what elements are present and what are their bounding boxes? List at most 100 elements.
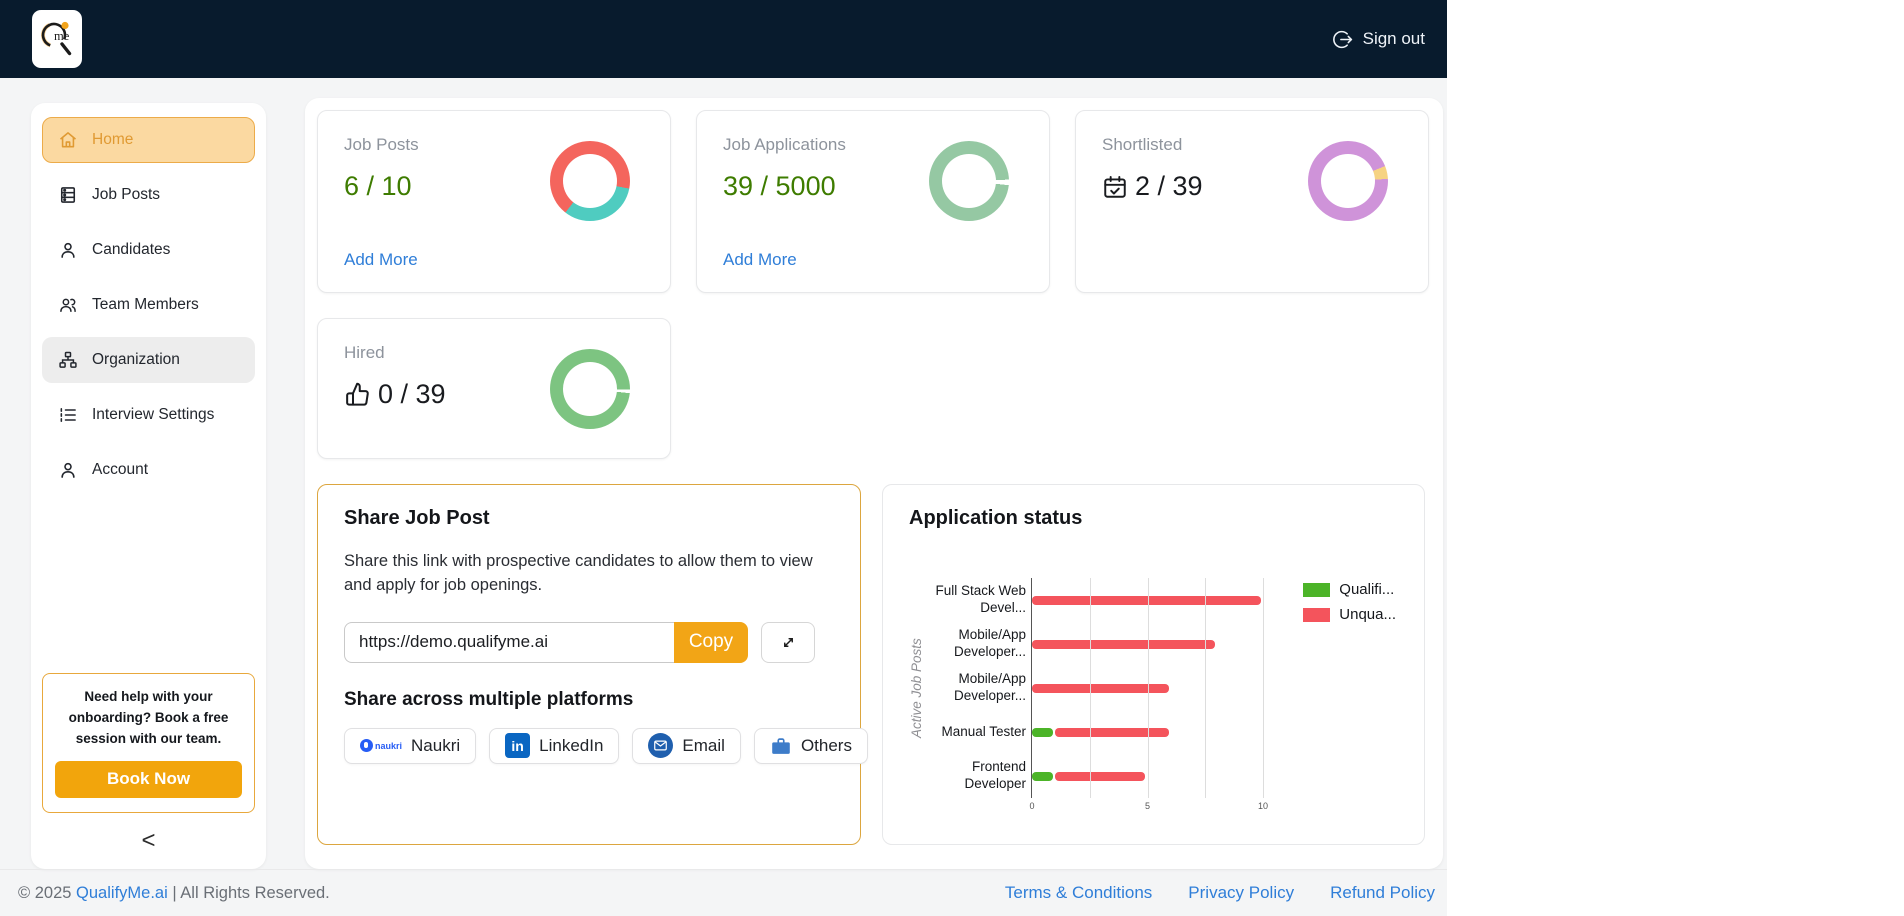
footer: © 2025 QualifyMe.ai | All Rights Reserve… <box>0 869 1447 916</box>
diagonal-expand-icon <box>783 637 793 647</box>
chart-gridline <box>1089 578 1091 798</box>
platform-label: LinkedIn <box>539 735 604 755</box>
footer-links: Terms & Conditions Privacy Policy Refund… <box>1005 883 1435 903</box>
chart-category-label: Full Stack Web Devel... <box>935 583 1026 615</box>
chart-gridline <box>1205 578 1207 798</box>
sidebar-item-job-posts[interactable]: Job Posts <box>42 172 255 218</box>
share-naukri-button[interactable]: naukri Naukri <box>344 727 477 764</box>
stat-card-job-posts: Job Posts 6 / 10 Add More <box>317 110 671 293</box>
sign-out-button[interactable]: Sign out <box>1332 29 1425 50</box>
share-card-title: Share Job Post <box>344 507 490 529</box>
bottom-row: Share Job Post Share this link with pros… <box>317 484 1431 845</box>
chart-bar-row <box>1032 710 1263 754</box>
sidebar-item-home[interactable]: Home <box>42 117 255 163</box>
x-tick-label: 10 <box>1257 801 1269 811</box>
legend-label: Qualifi... <box>1339 581 1395 598</box>
sidebar-item-team-members[interactable]: Team Members <box>42 282 255 328</box>
brand-link[interactable]: QualifyMe.ai <box>76 883 168 902</box>
briefcase-icon <box>772 738 790 754</box>
chart-title: Application status <box>909 507 1083 529</box>
sidebar: Home Job Posts Candidates <box>31 103 266 869</box>
chart-bar-row <box>1032 578 1263 622</box>
magnifier-logo-icon: me <box>41 21 72 56</box>
copyright-text: © 2025 QualifyMe.ai | All Rights Reserve… <box>18 883 330 902</box>
terms-link[interactable]: Terms & Conditions <box>1004 883 1153 902</box>
thumbs-up-icon <box>346 382 369 406</box>
sidebar-item-label: Home <box>92 131 134 148</box>
bar-segment-unqualified <box>1055 771 1146 781</box>
stat-value: 0 / 39 <box>344 379 644 410</box>
stat-title: Hired <box>344 343 385 362</box>
qualifyme-logo[interactable]: me <box>32 10 82 68</box>
share-linkedin-button[interactable]: in LinkedIn <box>489 727 620 764</box>
share-card-description: Share this link with prospective candida… <box>344 552 813 594</box>
stat-card-shortlisted: Shortlisted 2 / 39 <box>1075 110 1429 293</box>
chart-category-label: Manual Tester <box>941 723 1026 739</box>
stat-value-text: 2 / 39 <box>1135 171 1203 201</box>
stat-value-text: 0 / 39 <box>378 379 446 409</box>
sidebar-item-label: Candidates <box>92 241 171 258</box>
sidebar-item-label: Job Posts <box>92 186 161 203</box>
sidebar-collapse-chevron[interactable]: < <box>141 827 156 854</box>
top-navbar: me Sign out <box>0 0 1447 78</box>
chart-categories: Full Stack Web Devel... Mobile/App Develo… <box>927 578 1031 798</box>
stat-card-job-applications: Job Applications 39 / 5000 Add More <box>696 110 1050 293</box>
copy-button[interactable]: Copy <box>674 621 748 663</box>
stats-row: Job Posts 6 / 10 Add More Job Applicatio… <box>317 110 1431 293</box>
chart-category-label: Mobile/App Developer... <box>953 627 1026 659</box>
stat-title: Job Applications <box>723 135 846 154</box>
chart-bar-row <box>1032 666 1263 710</box>
x-tick-label: 0 <box>1029 801 1035 811</box>
home-icon <box>59 132 77 148</box>
add-more-link[interactable]: Add More <box>344 250 418 269</box>
bar-segment-unqualified <box>1055 727 1169 737</box>
sidebar-item-account[interactable]: Account <box>42 447 255 493</box>
expand-link-button[interactable] <box>761 621 815 663</box>
chart-category-label: Mobile/App Developer... <box>953 671 1026 703</box>
chart-x-ticks: 0 5 10 <box>1029 798 1268 812</box>
platform-label: Others <box>800 735 852 755</box>
x-tick-label: 5 <box>1144 801 1151 811</box>
qualified-swatch <box>1303 582 1331 597</box>
sidebar-item-label: Team Members <box>92 296 199 313</box>
sidebar-item-interview-settings[interactable]: Interview Settings <box>42 392 255 438</box>
job-posts-icon <box>60 187 76 203</box>
refund-link[interactable]: Refund Policy <box>1330 883 1435 902</box>
bar-segment-qualified <box>1032 771 1054 781</box>
sidebar-item-organization[interactable]: Organization <box>42 337 255 383</box>
platform-label: Naukri <box>411 735 461 755</box>
privacy-link[interactable]: Privacy Policy <box>1188 883 1295 902</box>
chart-y-axis-label: Active Job Posts <box>909 638 924 738</box>
stat-card-hired: Hired 0 / 39 <box>317 318 671 459</box>
platforms-heading: Share across multiple platforms <box>344 688 634 710</box>
share-link-row: Copy <box>344 621 834 663</box>
legend-item-unqualified[interactable]: Unqua... <box>1303 606 1396 623</box>
share-others-button[interactable]: Others <box>753 727 868 764</box>
person-icon <box>61 242 75 258</box>
sidebar-item-label: Interview Settings <box>92 406 215 423</box>
email-icon <box>648 733 674 759</box>
application-status-chart: Active Job Posts Full Stack Web Devel...… <box>909 578 1398 811</box>
calendar-check-icon <box>1104 175 1126 198</box>
hired-donut-chart <box>550 349 630 429</box>
stat-value: 39 / 5000 <box>723 171 836 201</box>
main-panel: Job Posts 6 / 10 Add More Job Applicatio… <box>305 98 1443 869</box>
bar-segment-unqualified <box>1032 639 1215 649</box>
platform-label: Email <box>682 735 725 755</box>
job-posts-donut-chart <box>550 141 630 221</box>
legend-item-qualified[interactable]: Qualifi... <box>1303 581 1396 598</box>
share-url-input[interactable] <box>344 621 674 663</box>
stat-value: 6 / 10 <box>344 171 412 201</box>
chart-category-label: Frontend Developer <box>964 759 1026 791</box>
chart-bar-row <box>1032 754 1263 798</box>
app-window: me Sign out Home <box>0 0 1447 916</box>
sidebar-item-candidates[interactable]: Candidates <box>42 227 255 273</box>
bar-segment-qualified <box>1032 727 1054 737</box>
share-email-button[interactable]: Email <box>632 727 741 764</box>
add-more-link[interactable]: Add More <box>723 250 797 269</box>
org-chart-icon <box>59 351 77 368</box>
people-icon <box>60 298 76 312</box>
chart-plot: 0 5 10 <box>1029 578 1268 811</box>
chart-legend: Qualifi... Unqua... <box>1303 581 1396 623</box>
book-now-button[interactable]: Book Now <box>55 761 242 798</box>
